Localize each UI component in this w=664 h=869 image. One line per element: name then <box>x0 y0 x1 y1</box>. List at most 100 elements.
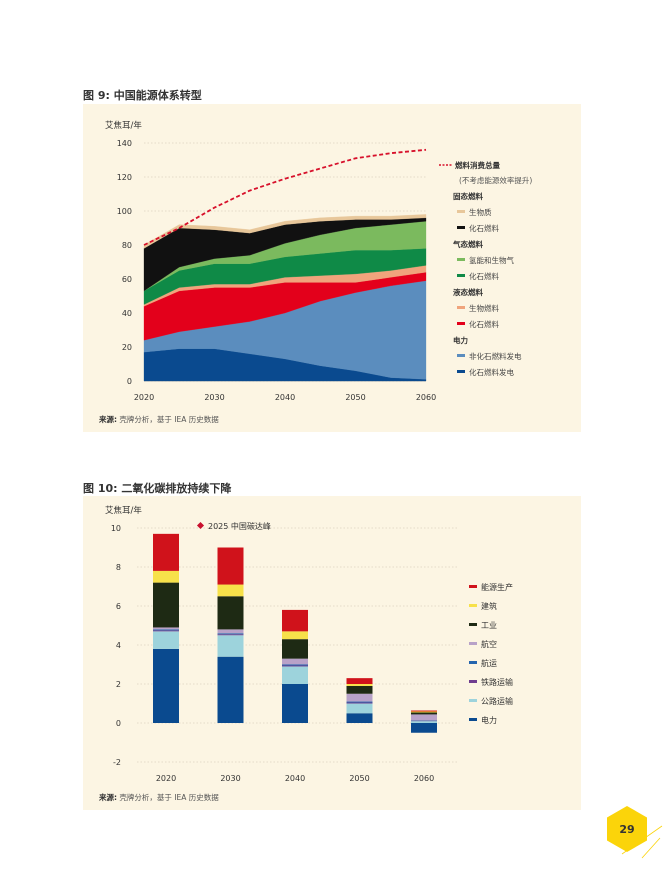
figure10-bar-segment-7-0 <box>153 533 179 571</box>
figure9-x-tick-label: 2060 <box>416 393 436 402</box>
figure9-y-tick-label: 80 <box>122 241 132 250</box>
figure9-legend-swatch <box>457 226 465 229</box>
figure9-legend-swatch <box>457 354 465 357</box>
figure9-y-tick-label: 40 <box>122 309 132 318</box>
figure9-legend-item-label: 化石燃料 <box>469 319 499 329</box>
figure10-bar-segment-2-0 <box>153 630 179 632</box>
figure10-legend-swatch <box>469 585 477 588</box>
figure9-legend-group-title: 固态燃料 <box>453 191 483 201</box>
figure10-annotation-text: 2025 中国碳达峰 <box>208 521 271 531</box>
figure10-legend-item-label: 建筑 <box>481 601 497 611</box>
figure10-bar-segment-1-2 <box>282 666 308 684</box>
figure10-legend-swatch <box>469 604 477 607</box>
figure9-y-tick-label: 100 <box>117 207 132 216</box>
figure10-bar-segment-4-2 <box>282 658 308 665</box>
figure9-legend-item-label: 生物质 <box>469 207 492 217</box>
figure10-bar-segment-1-1 <box>217 635 244 657</box>
figure10-bar-segment-1-0 <box>153 631 179 649</box>
figure10-bar-segment-0-2 <box>282 684 308 723</box>
figure10-source-text: 壳牌分析，基于 IEA 历史数据 <box>117 793 219 802</box>
figure10-bar-segment-4-4 <box>411 714 437 721</box>
figure9-legend-group-title: 液态燃料 <box>453 287 483 297</box>
figure10-x-tick-label: 2060 <box>414 774 434 783</box>
figure9-x-tick-label: 2040 <box>275 393 295 402</box>
figure9-total-consumption-line <box>143 148 427 246</box>
figure9-legend-swatch <box>457 306 465 309</box>
figure10-legend-item-label: 能源生产 <box>481 582 513 592</box>
figure9-y-tick-label: 140 <box>117 139 132 148</box>
figure10-bar-segment-2-3 <box>346 702 373 704</box>
figure10-source-label: 来源: <box>99 793 117 802</box>
figure10-bar-segment-5-0 <box>153 582 179 628</box>
figure10-bar-segment-0-0 <box>153 648 179 723</box>
figure9-legend-item-label: 生物燃料 <box>469 303 499 313</box>
figure9-legend-swatch <box>457 258 465 261</box>
figure10-legend-swatch <box>469 642 477 645</box>
figure9-source-label: 来源: <box>99 415 117 424</box>
figure10-legend-swatch <box>469 699 477 702</box>
figure10-legend-item-label: 工业 <box>481 620 497 630</box>
figure10-legend-swatch <box>469 623 477 626</box>
figure10-bar-segment-0-3 <box>346 713 373 723</box>
figure9-legend-item-label: 氢能和生物气 <box>469 255 514 265</box>
figure9-legend-total-label: 燃料消费总量 <box>455 160 500 170</box>
figure10-source: 来源: 壳牌分析，基于 IEA 历史数据 <box>99 792 219 803</box>
figure9-legend-swatch <box>457 210 465 213</box>
figure10-bar-segment-4-3 <box>346 693 373 702</box>
figure10-bar-segment-6-2 <box>282 631 308 640</box>
figure9-x-tick-label: 2020 <box>134 393 154 402</box>
figure10-y-tick-label: 8 <box>116 563 121 572</box>
figure10-bar-segment-0-4 <box>411 723 437 733</box>
figure10-legend-swatch <box>469 718 477 721</box>
figure10-bar-segment-4-1 <box>217 629 244 634</box>
figure10-bar-segment-1-3 <box>346 703 373 714</box>
figure10-x-tick-label: 2040 <box>285 774 305 783</box>
figure10-y-tick-label: -2 <box>113 758 121 767</box>
figure10-bar-segment-3-4 <box>411 720 437 721</box>
figure9-x-tick-label: 2030 <box>204 393 224 402</box>
figure10-bar-segment-6-1 <box>217 584 244 597</box>
figure9-legend-item-label: 化石燃料发电 <box>469 367 514 377</box>
figure10-bar-segment-2-2 <box>282 665 308 667</box>
figure10-legend-item-label: 公路运输 <box>481 696 513 706</box>
figure10-x-tick-label: 2050 <box>349 774 369 783</box>
figure9-y-tick-label: 60 <box>122 275 132 284</box>
figure9-legend-group-title: 气态燃料 <box>452 239 483 249</box>
figure10-x-tick-label: 2020 <box>156 774 176 783</box>
figure9-y-axis-label: 艾焦耳/年 <box>105 120 142 131</box>
figure10-legend-item-label: 航空 <box>481 639 497 649</box>
figure9-legend-item-label: 化石燃料 <box>469 223 499 233</box>
figure10-legend-item-label: 航运 <box>481 658 497 668</box>
figure9-legend-group-title: 电力 <box>453 335 468 345</box>
figure10-bar-segment-5-4 <box>411 712 437 715</box>
figure10-bar-segment-3-0 <box>153 629 179 631</box>
figure9-legend-item-label: 化石燃料 <box>469 271 499 281</box>
figure10-annotation-diamond-icon <box>196 521 205 530</box>
figure10-bar-segment-3-3 <box>346 701 373 703</box>
figure9-legend-swatch <box>457 274 465 277</box>
figure10-y-axis-label: 艾焦耳/年 <box>105 505 142 516</box>
figure9-y-tick-label: 0 <box>127 377 132 386</box>
figure10-y-tick-label: 2 <box>116 680 121 689</box>
figure10-bar-segment-7-4 <box>411 710 437 712</box>
figure10-bar-segment-7-2 <box>282 609 308 632</box>
figure10-y-tick-label: 0 <box>116 719 121 728</box>
page-corner-lines <box>621 825 663 859</box>
figure9-source: 来源: 壳牌分析，基于 IEA 历史数据 <box>99 414 219 425</box>
figure9-panel: 艾焦耳/年 0 20 40 60 80 100 120 140 2020 2030 2040 2050 2… <box>83 104 581 432</box>
figure10-bar-segment-2-4 <box>411 720 437 722</box>
page-number-badge: 29 <box>607 806 647 852</box>
figure9-y-tick-label: 20 <box>122 343 132 352</box>
figure10-bar-segment-1-4 <box>411 721 437 723</box>
figure9-legend-total-note: (不考虑能源效率提升) <box>459 175 532 185</box>
figure10-bar-segment-4-0 <box>153 627 179 630</box>
figure9-source-text: 壳牌分析，基于 IEA 历史数据 <box>117 415 219 424</box>
page-number-hexagon <box>607 806 647 852</box>
figure9-legend-swatch <box>457 322 465 325</box>
figure10-y-tick-label: 10 <box>111 524 121 533</box>
figure10-bar-segment-6-3 <box>346 684 373 686</box>
figure10-bar-segment-5-1 <box>217 596 244 630</box>
figure10-chart: 艾焦耳/年 -2 0 2 4 6 8 10 2020 2030 2040 2050 2060 2025 中… <box>105 505 513 783</box>
figure10-bar-segment-2-1 <box>217 634 244 636</box>
